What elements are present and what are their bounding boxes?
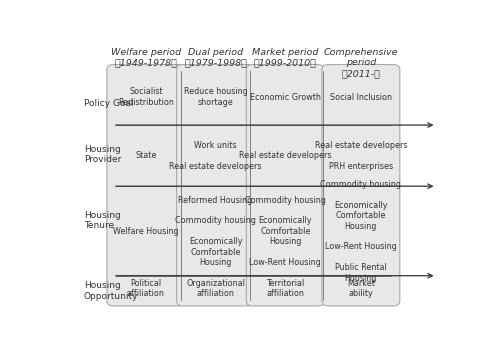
Text: Economic Growth: Economic Growth [250, 93, 321, 102]
Text: Dual period
（1979-1998）: Dual period （1979-1998） [184, 48, 247, 67]
Text: Real estate developers: Real estate developers [239, 151, 332, 160]
Text: Housing
Provider: Housing Provider [84, 145, 121, 164]
Text: Policy Goal: Policy Goal [84, 99, 134, 108]
Text: Commodity housing

Economically
Comfortable
Housing

Low-Rent Housing: Commodity housing Economically Comfortab… [245, 196, 326, 267]
Text: Welfare Housing: Welfare Housing [113, 227, 178, 236]
FancyBboxPatch shape [246, 65, 324, 306]
Text: Work units

Real estate developers: Work units Real estate developers [170, 141, 262, 171]
Text: Housing
Tenure: Housing Tenure [84, 211, 120, 230]
Text: Organizational
affiliation: Organizational affiliation [186, 279, 245, 298]
FancyBboxPatch shape [322, 65, 400, 306]
Text: State: State [135, 151, 156, 160]
Text: Reformed Housing

Commodity housing

Economically
Comfortable
Housing: Reformed Housing Commodity housing Econo… [175, 196, 256, 267]
Text: Reduce housing
shortage: Reduce housing shortage [184, 88, 248, 107]
Text: Socialist
Redistribution: Socialist Redistribution [118, 88, 174, 107]
FancyBboxPatch shape [107, 65, 185, 306]
Text: Comprehensive
period
（2011-）: Comprehensive period （2011-） [324, 48, 398, 78]
FancyBboxPatch shape [176, 65, 254, 306]
Text: Territorial
affiliation: Territorial affiliation [266, 279, 304, 298]
Text: Welfare period
（1949-1978）: Welfare period （1949-1978） [111, 48, 181, 67]
Text: Market period
（1999-2010）: Market period （1999-2010） [252, 48, 318, 67]
Text: Market
ability: Market ability [347, 279, 375, 298]
Text: Social Inclusion: Social Inclusion [330, 93, 392, 102]
Text: Housing
Opportunity: Housing Opportunity [84, 282, 138, 301]
Text: Political
affiliation: Political affiliation [127, 279, 165, 298]
Text: Commodity housing

Economically
Comfortable
Housing

Low-Rent Housing

Public Re: Commodity housing Economically Comfortab… [320, 180, 402, 283]
Text: Real estate developers

PRH enterprises: Real estate developers PRH enterprises [314, 141, 407, 171]
